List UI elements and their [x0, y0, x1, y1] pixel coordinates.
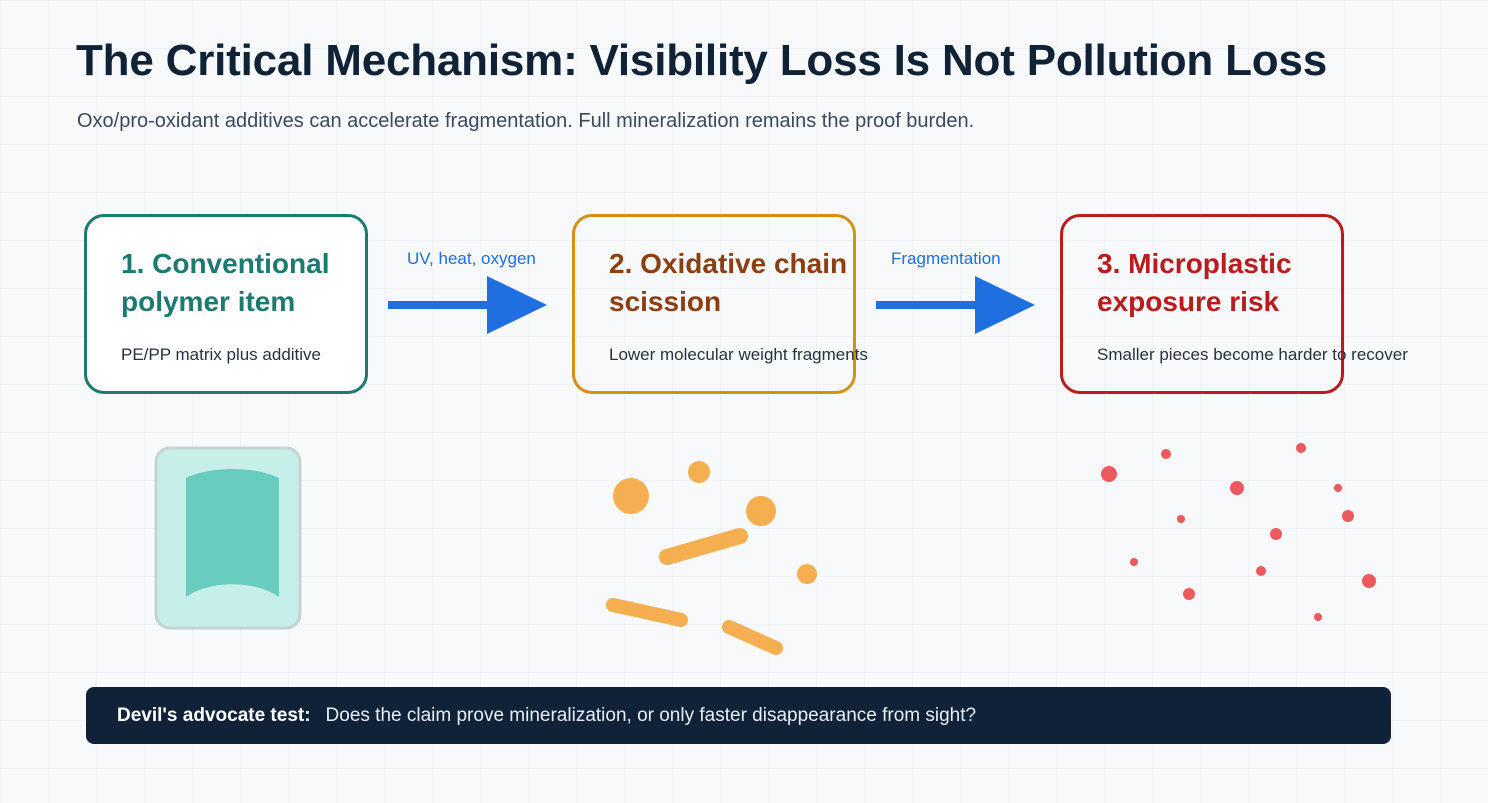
step-card-oxidative-scission: 2. Oxidative chain scission Lower molecu… — [572, 214, 868, 394]
step-description: Lower molecular weight fragments — [609, 345, 868, 364]
callout-text: Does the claim prove mineralization, or … — [325, 704, 977, 726]
step-description: PE/PP matrix plus additive — [121, 345, 321, 364]
plastic-sheet-icon — [154, 446, 302, 630]
arrow-label-uv-heat-oxygen: UV, heat, oxygen — [407, 249, 536, 268]
microplastic-particles-icon — [1101, 443, 1376, 621]
callout-label: Devil's advocate test: — [117, 704, 311, 726]
step-card-conventional-polymer: 1. Conventional polymer item PE/PP matri… — [84, 214, 368, 394]
arrow-right-icon — [876, 276, 1035, 334]
page-title: The Critical Mechanism: Visibility Loss … — [76, 36, 1327, 85]
fragments-icon — [606, 461, 817, 655]
arrow-right-icon — [388, 276, 547, 334]
devils-advocate-callout: Devil's advocate test: Does the claim pr… — [86, 687, 1391, 744]
step-description: Smaller pieces become harder to recover — [1097, 345, 1408, 364]
step-card-microplastic-risk: 3. Microplastic exposure risk Smaller pi… — [1060, 214, 1408, 394]
step-title: 2. Oxidative chain scission — [609, 248, 848, 317]
page-subtitle: Oxo/pro-oxidant additives can accelerate… — [77, 110, 975, 132]
step-title: 3. Microplastic exposure risk — [1097, 248, 1292, 317]
arrow-label-fragmentation: Fragmentation — [891, 249, 1001, 268]
step-title: 1. Conventional polymer item — [121, 248, 330, 317]
